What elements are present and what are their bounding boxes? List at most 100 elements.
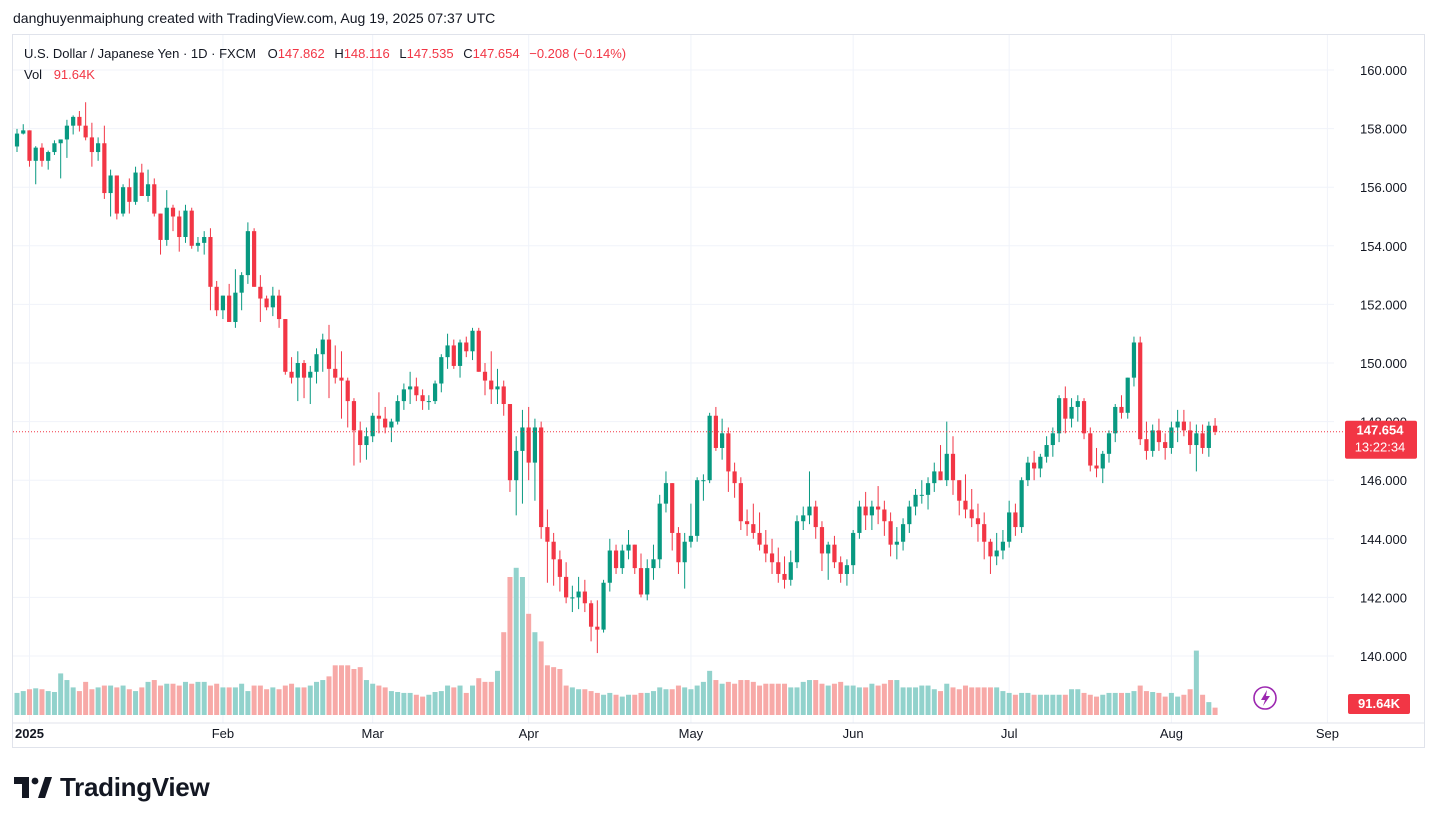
candle-body (358, 430, 363, 446)
lightning-icon[interactable] (1253, 686, 1277, 710)
candle-body (414, 386, 419, 396)
candle-body (476, 330, 481, 372)
candle-body (838, 562, 843, 574)
candle-body (726, 433, 731, 472)
volume-bar (888, 680, 894, 715)
candle-body (613, 550, 619, 569)
candle-body (270, 295, 275, 308)
volume-bar (825, 685, 831, 715)
volume-bar (881, 683, 887, 715)
volume-bar (476, 678, 482, 715)
candle-body (220, 295, 226, 311)
brand-name: TradingView (60, 772, 210, 802)
chart-frame[interactable]: 140.000142.000144.000146.000148.000150.0… (12, 34, 1425, 748)
y-tick-label: 152.000 (1360, 297, 1407, 312)
volume-bar (582, 689, 588, 715)
volume-bar (831, 683, 837, 715)
volume-bar (1137, 685, 1143, 715)
candle-body (214, 286, 219, 311)
volume-bar (1050, 694, 1056, 715)
volume-bar (314, 681, 320, 715)
volume-bar (420, 696, 426, 715)
last-price-tag-bg (1345, 420, 1417, 459)
volume-bar (326, 676, 332, 715)
volume-bar (338, 665, 344, 715)
volume-bar (501, 632, 507, 715)
candle-body (439, 357, 444, 384)
candle-body (189, 210, 194, 246)
volume-bar (101, 685, 107, 715)
candle-body (919, 494, 924, 496)
volume-bar (1019, 692, 1025, 715)
volume-bar (1118, 692, 1124, 715)
candle-body (913, 494, 918, 507)
volume-bar (1012, 694, 1018, 715)
volume-bar (938, 691, 944, 715)
volume-bar (58, 673, 64, 715)
candle-body (395, 401, 400, 422)
volume-bar (919, 685, 925, 715)
countdown-label: 13:22:34 (1355, 440, 1406, 455)
volume-bar (856, 687, 862, 715)
candle-body (227, 295, 232, 322)
volume-bar (1193, 650, 1199, 715)
candle-body (108, 175, 113, 194)
volume-bar (744, 680, 750, 715)
candle-body (701, 480, 706, 482)
candle-body (732, 471, 737, 484)
price-axis[interactable]: 140.000142.000144.000146.000148.000150.0… (1360, 63, 1407, 664)
candle-body (588, 603, 594, 627)
volume-bar (226, 687, 232, 715)
volume-tag: 91.64K (1348, 694, 1410, 714)
candle-body (1081, 401, 1087, 434)
candle-body (1038, 456, 1043, 469)
volume-bar (619, 696, 625, 715)
y-tick-label: 154.000 (1360, 239, 1407, 254)
tradingview-logo[interactable]: TradingView (14, 772, 210, 803)
volume-bar (682, 687, 688, 715)
candle-body (626, 544, 631, 551)
candle-body (757, 532, 762, 545)
candle-body (1025, 462, 1030, 481)
time-axis[interactable]: 2025 Feb Mar Apr May Jun Jul Aug Sep (15, 726, 1339, 741)
candle-body (1088, 433, 1093, 466)
candle-body (370, 415, 375, 437)
volume-bar (875, 685, 881, 715)
candlestick-chart[interactable]: 140.000142.000144.000146.000148.000150.0… (13, 35, 1424, 747)
volume-bar (70, 687, 76, 715)
volume-bar (626, 694, 632, 715)
volume-bar (457, 685, 463, 715)
candle-body (276, 295, 282, 320)
volume-bar (1131, 691, 1137, 715)
candle-body (695, 480, 700, 536)
candle-body (239, 275, 244, 293)
candle-body (202, 237, 207, 243)
candle-body (1044, 445, 1049, 457)
volume-bar (1106, 692, 1112, 715)
volume-bar (1125, 692, 1131, 715)
candle-body (888, 521, 893, 545)
y-tick-label: 140.000 (1360, 649, 1407, 664)
volume-bar (719, 683, 725, 715)
candle-body (819, 527, 825, 554)
candle-body (27, 130, 32, 161)
candle-body (657, 503, 662, 560)
volume-bar (1056, 694, 1062, 715)
volume-bar (513, 567, 519, 715)
candle-body (445, 345, 450, 358)
volume-bar (270, 687, 276, 715)
price-candles (14, 102, 1218, 654)
volume-bar (133, 691, 139, 715)
volume-bar (1206, 702, 1212, 715)
candle-body (794, 521, 800, 563)
volume-bar (863, 687, 869, 715)
y-tick-label: 146.000 (1360, 473, 1407, 488)
candle-body (77, 116, 82, 126)
candle-body (1144, 439, 1149, 451)
volume-bar (451, 687, 457, 715)
volume-bar (931, 689, 937, 715)
candle-body (932, 471, 937, 484)
volume-bar (20, 691, 26, 715)
volume-value: 91.64K (54, 67, 96, 82)
volume-bar (913, 687, 919, 715)
